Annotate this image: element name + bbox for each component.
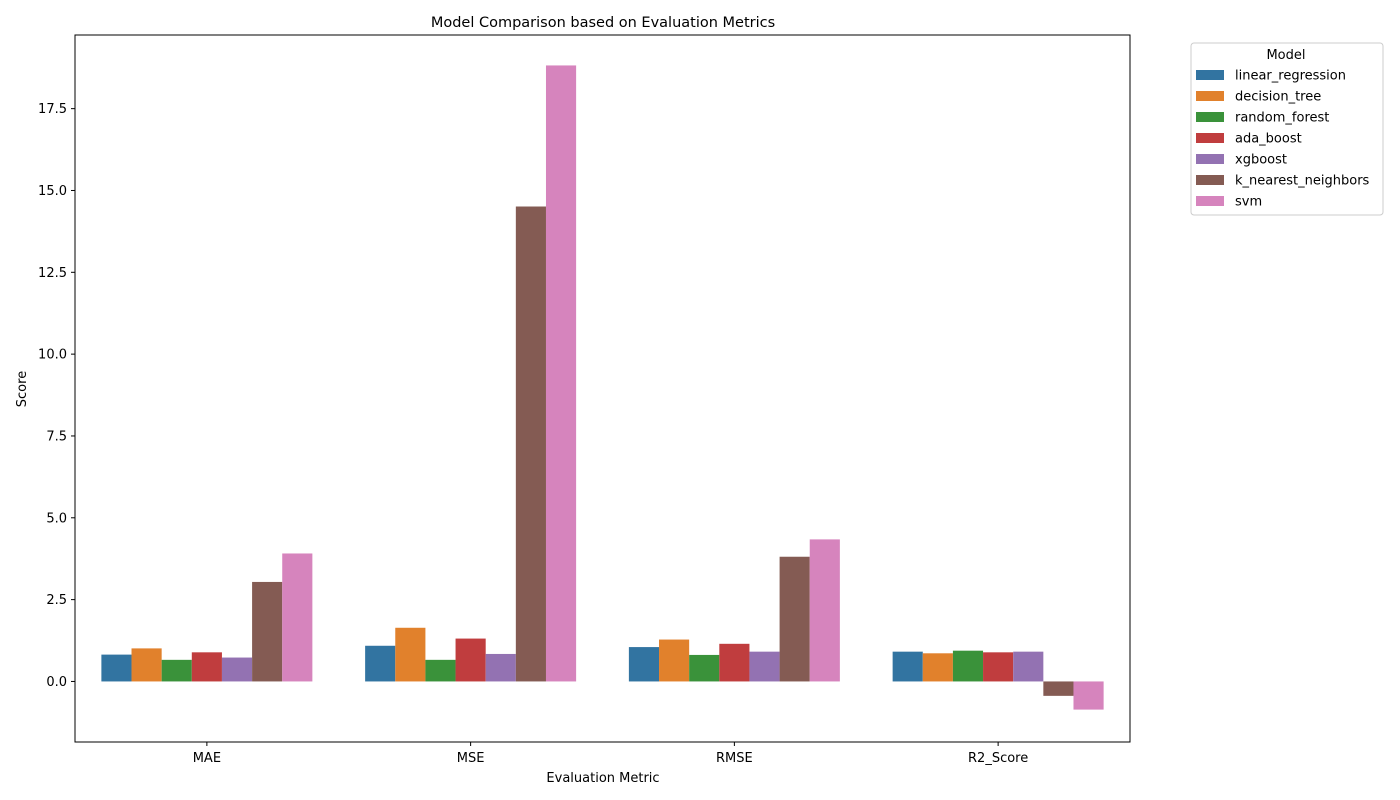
legend-label-k_nearest_neighbors: k_nearest_neighbors xyxy=(1235,174,1370,189)
bar-random_forest-MSE xyxy=(425,659,456,682)
legend-title: Model xyxy=(1266,48,1305,63)
legend-swatch-decision_tree xyxy=(1196,91,1224,101)
legend-label-ada_boost: ada_boost xyxy=(1235,132,1302,147)
bar-linear_regression-MAE xyxy=(101,654,132,682)
bar-decision_tree-R2_Score xyxy=(922,653,953,682)
bar-linear_regression-RMSE xyxy=(628,647,660,682)
bar-random_forest-MAE xyxy=(161,659,192,682)
legend-label-linear_regression: linear_regression xyxy=(1235,69,1346,84)
y-tick-label: 2.5 xyxy=(46,593,67,608)
legend-label-svm: svm xyxy=(1235,195,1262,210)
bar-decision_tree-MSE xyxy=(395,627,426,682)
bar-linear_regression-R2_Score xyxy=(892,651,923,682)
x-tick-label: R2_Score xyxy=(968,751,1028,766)
legend-swatch-svm xyxy=(1196,196,1224,206)
y-tick-label: 7.5 xyxy=(46,429,67,444)
bar-linear_regression-MSE xyxy=(365,645,396,682)
bar-svm-MAE xyxy=(282,553,313,682)
x-axis: MAE MSE RMSE R2_Score xyxy=(193,742,1028,766)
x-tick-label: RMSE xyxy=(716,751,753,766)
bar-decision_tree-MAE xyxy=(131,648,162,682)
bar-xgboost-R2_Score xyxy=(1013,651,1044,682)
bar-ada_boost-MSE xyxy=(455,638,486,682)
bar-xgboost-MSE xyxy=(485,653,516,682)
legend-label-decision_tree: decision_tree xyxy=(1235,90,1321,105)
plot-frame xyxy=(74,34,1131,743)
y-axis-label: Score xyxy=(15,371,30,407)
y-tick-label: 0.0 xyxy=(46,675,67,690)
bar-xgboost-RMSE xyxy=(749,651,780,682)
legend-swatch-xgboost xyxy=(1196,154,1224,164)
chart-title: Model Comparison based on Evaluation Met… xyxy=(431,15,775,31)
bar-decision_tree-RMSE xyxy=(659,639,690,682)
bar-k_nearest_neighbors-RMSE xyxy=(779,556,810,682)
bar-k_nearest_neighbors-MSE xyxy=(515,206,546,682)
bar-svm-RMSE xyxy=(809,539,840,682)
y-tick-label: 17.5 xyxy=(38,102,67,117)
bar-k_nearest_neighbors-MAE xyxy=(252,581,283,682)
bar-xgboost-MAE xyxy=(221,657,253,682)
bar-random_forest-R2_Score xyxy=(952,650,984,682)
bar-k_nearest_neighbors-R2_Score xyxy=(1043,681,1074,696)
bar-svm-MSE xyxy=(545,65,577,682)
bars-layer xyxy=(101,65,1104,710)
bar-ada_boost-MAE xyxy=(191,652,222,682)
legend-swatch-ada_boost xyxy=(1196,133,1224,143)
x-tick-label: MSE xyxy=(457,751,485,766)
y-tick-label: 12.5 xyxy=(38,266,67,281)
legend: Model linear_regression decision_treerand… xyxy=(1190,42,1384,216)
legend-swatch-linear_regression xyxy=(1196,70,1224,80)
x-axis-label: Evaluation Metric xyxy=(546,771,659,786)
legend-swatch-random_forest xyxy=(1196,112,1224,122)
bar-ada_boost-R2_Score xyxy=(983,652,1014,682)
legend-label-random_forest: random_forest xyxy=(1235,111,1329,126)
bar-ada_boost-RMSE xyxy=(719,643,750,682)
y-axis: 0.0 2.5 5.0 7.5 10.0 12.5 15.0 17.5 xyxy=(38,102,75,690)
legend-label-xgboost: xgboost xyxy=(1235,153,1287,168)
y-tick-label: 10.0 xyxy=(38,348,67,363)
y-tick-label: 5.0 xyxy=(46,511,67,526)
legend-swatch-k_nearest_neighbors xyxy=(1196,175,1224,185)
legend-box xyxy=(1190,42,1384,216)
x-tick-label: MAE xyxy=(193,751,221,766)
bar-svm-R2_Score xyxy=(1073,681,1104,710)
bar-random_forest-RMSE xyxy=(689,654,720,682)
y-tick-label: 15.0 xyxy=(38,184,67,199)
